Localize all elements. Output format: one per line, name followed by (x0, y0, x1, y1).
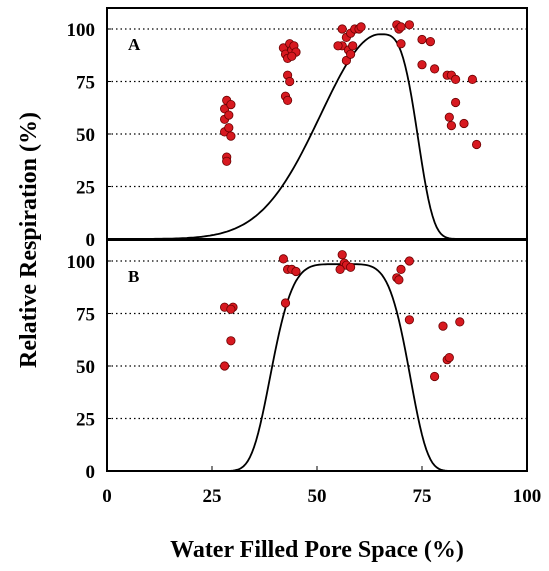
x-tick-label: 0 (102, 486, 112, 507)
data-point (278, 254, 288, 264)
fit-curve (107, 33, 527, 240)
data-point (455, 317, 465, 327)
data-point (345, 262, 356, 272)
y-tick-label: 100 (67, 20, 96, 41)
data-point (226, 100, 236, 110)
y-tick-label: 25 (76, 410, 95, 431)
data-point (404, 315, 414, 325)
data-point (285, 76, 295, 87)
fit-curve (107, 263, 527, 472)
data-point (459, 118, 469, 129)
y-axis-title: Relative Respiration (%) (16, 112, 42, 368)
data-point (291, 266, 301, 277)
data-point (222, 156, 232, 166)
panel-frame (106, 239, 528, 472)
x-tick-label: 75 (413, 486, 432, 507)
data-point (220, 361, 230, 371)
y-tick-label: 25 (76, 178, 95, 199)
data-point (226, 336, 236, 346)
y-tick-label: 0 (86, 230, 96, 251)
data-point (444, 112, 454, 122)
data-point (429, 64, 440, 74)
data-point (220, 104, 230, 114)
data-point (446, 121, 456, 131)
data-point (396, 22, 406, 32)
panel-label: A (128, 35, 141, 54)
data-point (438, 321, 448, 331)
y-tick-label: 0 (86, 462, 96, 483)
data-point (396, 39, 406, 49)
panel-label: B (128, 267, 139, 286)
x-tick-label: 50 (308, 486, 327, 507)
data-point (345, 49, 356, 59)
data-point (404, 256, 414, 266)
data-point (467, 74, 477, 85)
data-point (471, 139, 482, 150)
data-point (337, 24, 347, 34)
data-point (337, 250, 347, 260)
data-point (226, 304, 236, 314)
data-point (396, 264, 406, 274)
x-axis: 0 25 50 75 100 (102, 466, 541, 507)
y-tick-label: 50 (76, 357, 95, 378)
data-point (224, 123, 234, 133)
data-point (348, 41, 358, 51)
y-tick-label: 50 (76, 125, 95, 146)
data-point (444, 352, 454, 363)
data-point (450, 97, 461, 108)
y-tick-label: 100 (67, 252, 96, 273)
data-point (417, 60, 427, 70)
data-point (282, 95, 293, 106)
data-point (287, 51, 297, 61)
y-tick-label: 75 (76, 305, 95, 326)
data-point (450, 74, 461, 85)
data-point (404, 20, 414, 30)
data-point (341, 55, 351, 66)
data-point (226, 131, 236, 141)
x-tick-label: 100 (513, 486, 542, 507)
data-point (425, 36, 435, 47)
data-point (333, 41, 343, 51)
x-axis-title: Water Filled Pore Space (%) (170, 537, 464, 563)
y-tick-label: 75 (76, 73, 95, 94)
panel-b: 0 25 50 75 100 B (67, 239, 528, 483)
data-point (335, 264, 345, 274)
data-point (280, 298, 291, 308)
data-point (224, 110, 234, 120)
x-tick-label: 25 (203, 486, 222, 507)
panel-a: 0 25 50 75 100 A (67, 7, 528, 251)
data-point (394, 275, 404, 285)
data-point (356, 22, 366, 32)
data-point (417, 34, 427, 45)
data-point (429, 371, 440, 382)
